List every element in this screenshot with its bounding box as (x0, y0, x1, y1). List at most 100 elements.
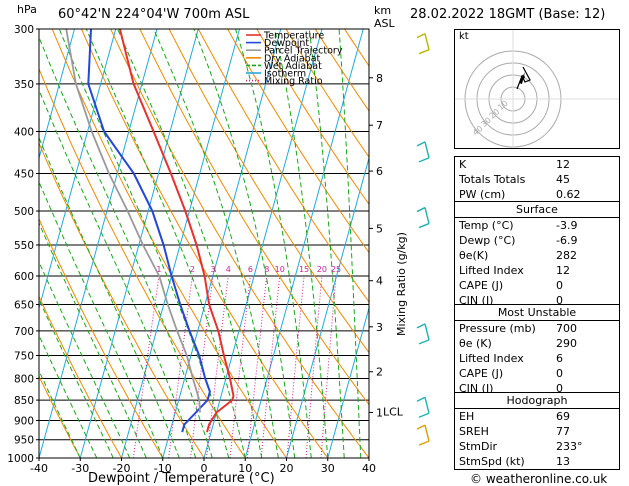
isotherm-line (121, 29, 240, 458)
surface-label: Temp (°C) (459, 219, 514, 232)
hodograph-stat-row: EH 69 (455, 409, 619, 424)
wet-adiabat-line (39, 260, 131, 458)
series-line-dewpoint (87, 29, 211, 433)
wet-adiabat-line (39, 136, 180, 458)
dry-adiabat-line (51, 29, 287, 458)
surface-value: 12 (556, 264, 570, 277)
hodograph-stat-label: EH (459, 410, 475, 423)
mixing-ratio-line (132, 275, 160, 458)
dry-adiabat-line (81, 29, 329, 458)
pressure-tick-label: 450 (14, 168, 34, 180)
most-unstable-title: Most Unstable (497, 306, 577, 319)
mixing-ratio-label: 4 (226, 265, 231, 274)
surface-value: -6.9 (556, 234, 578, 247)
hodograph-stat-label: StmDir (459, 440, 498, 453)
wind-barb-icon (416, 141, 430, 163)
pressure-tick-label: 950 (14, 435, 34, 447)
hodograph-stat-row: StmDir 233° (455, 439, 619, 454)
height-unit-km: km (374, 4, 392, 17)
height-tick-label: 6 (376, 165, 383, 178)
surface-title: Surface (516, 203, 558, 216)
mixing-ratio-label: 2 (190, 265, 195, 274)
mixing-ratio-label: 20 (317, 265, 327, 274)
most-unstable-label: Pressure (mb) (459, 322, 536, 335)
legend-label: Parcel Trajectory (264, 46, 343, 57)
legend-label: Dewpoint (264, 38, 309, 49)
datetime-title: 28.02.2022 18GMT (Base: 12) (410, 7, 606, 22)
mixing-ratio-label: 8 (264, 265, 269, 274)
wet-adiabat-line (39, 35, 213, 458)
pressure-tick-label: 650 (14, 300, 34, 312)
index-label: Totals Totals (459, 173, 526, 186)
most-unstable-value: 0 (556, 382, 563, 395)
mixing-ratio-label: 1 (156, 265, 161, 274)
wet-adiabat-line (39, 88, 197, 458)
hodograph-stat-value: 233° (556, 440, 583, 453)
pressure-tick-label: 400 (14, 127, 34, 139)
temperature-tick-label: 30 (321, 462, 335, 475)
legend-label: Wet Adiabat (264, 61, 322, 72)
index-label: K (459, 158, 467, 171)
isotherm-line (203, 29, 323, 458)
hodograph-stat-value: 69 (556, 410, 570, 423)
surface-row: CIN (J) 0 (455, 293, 619, 308)
temperature-tick-label: -30 (71, 462, 89, 475)
most-unstable-row: Lifted Index 6 (455, 351, 619, 366)
mixing-ratio-label: 25 (331, 265, 341, 274)
index-row: K 12 (455, 157, 619, 172)
surface-value: 0 (556, 294, 563, 307)
height-tick-label: 5 (376, 222, 383, 235)
most-unstable-label: CAPE (J) (459, 367, 504, 380)
isotherm-line (39, 29, 158, 458)
mixing-ratio-label: 6 (248, 265, 253, 274)
surface-box: Surface Temp (°C) -3.9 Dewp (°C) -6.9 θe(K) 2… (454, 201, 620, 309)
pressure-tick-label: 750 (14, 350, 34, 362)
most-unstable-value: 6 (556, 352, 563, 365)
height-tick-label: 7 (376, 119, 383, 132)
hodograph-stat-value: 13 (556, 455, 570, 468)
wet-adiabat-line (85, 29, 246, 458)
storm-motion-dot (521, 75, 525, 79)
pressure-tick-label: 350 (14, 79, 34, 91)
mixing-ratio-line (320, 275, 337, 458)
wet-adiabat-line (153, 29, 279, 458)
surface-value: 282 (556, 249, 577, 262)
dry-adiabat-line (39, 295, 122, 458)
most-unstable-value: 290 (556, 337, 577, 350)
wind-barb-icon (416, 33, 430, 55)
wet-adiabat-line (235, 29, 312, 458)
wind-barb-icon (416, 323, 430, 345)
isotherm-line (327, 306, 369, 458)
mixing-ratio-axis-label: Mixing Ratio (g/kg) (395, 232, 408, 336)
surface-value: -3.9 (556, 219, 578, 232)
mixing-ratio-line (168, 275, 193, 458)
hodograph-stat-label: StmSpd (kt) (459, 455, 525, 468)
most-unstable-label: CIN (J) (459, 382, 494, 395)
hodograph-stat-value: 77 (556, 425, 570, 438)
legend-label: Dry Adiabat (264, 53, 321, 64)
hodograph-stat-label: SREH (459, 425, 489, 438)
mixing-ratio-line (229, 275, 251, 458)
surface-row: CAPE (J) 0 (455, 278, 619, 293)
most-unstable-row: CIN (J) 0 (455, 381, 619, 396)
credit-text: © weatheronline.co.uk (470, 472, 608, 486)
mixing-ratio-label: 10 (275, 265, 285, 274)
dry-adiabat-line (39, 374, 81, 458)
mixing-ratio-label: 15 (299, 265, 309, 274)
height-tick-label: 1 (376, 406, 383, 419)
pressure-tick-label: 550 (14, 240, 34, 252)
series-line-parcel-trajectory (65, 29, 201, 413)
wet-adiabat-line (39, 334, 98, 458)
legend-label: Isotherm (264, 69, 306, 80)
index-value: 45 (556, 173, 570, 186)
temperature-tick-label: 10 (238, 462, 252, 475)
height-unit-asl: ASL (374, 17, 395, 30)
wet-adiabat-line (39, 298, 114, 458)
legend-label: Mixing Ratio (264, 76, 323, 87)
hodograph-trace (516, 66, 531, 90)
most-unstable-label: Lifted Index (459, 352, 524, 365)
dry-adiabat-line (403, 29, 440, 458)
temperature-tick-label: -10 (154, 462, 172, 475)
height-tick-label: 2 (376, 366, 383, 379)
index-row: PW (cm) 0.62 (455, 187, 619, 202)
